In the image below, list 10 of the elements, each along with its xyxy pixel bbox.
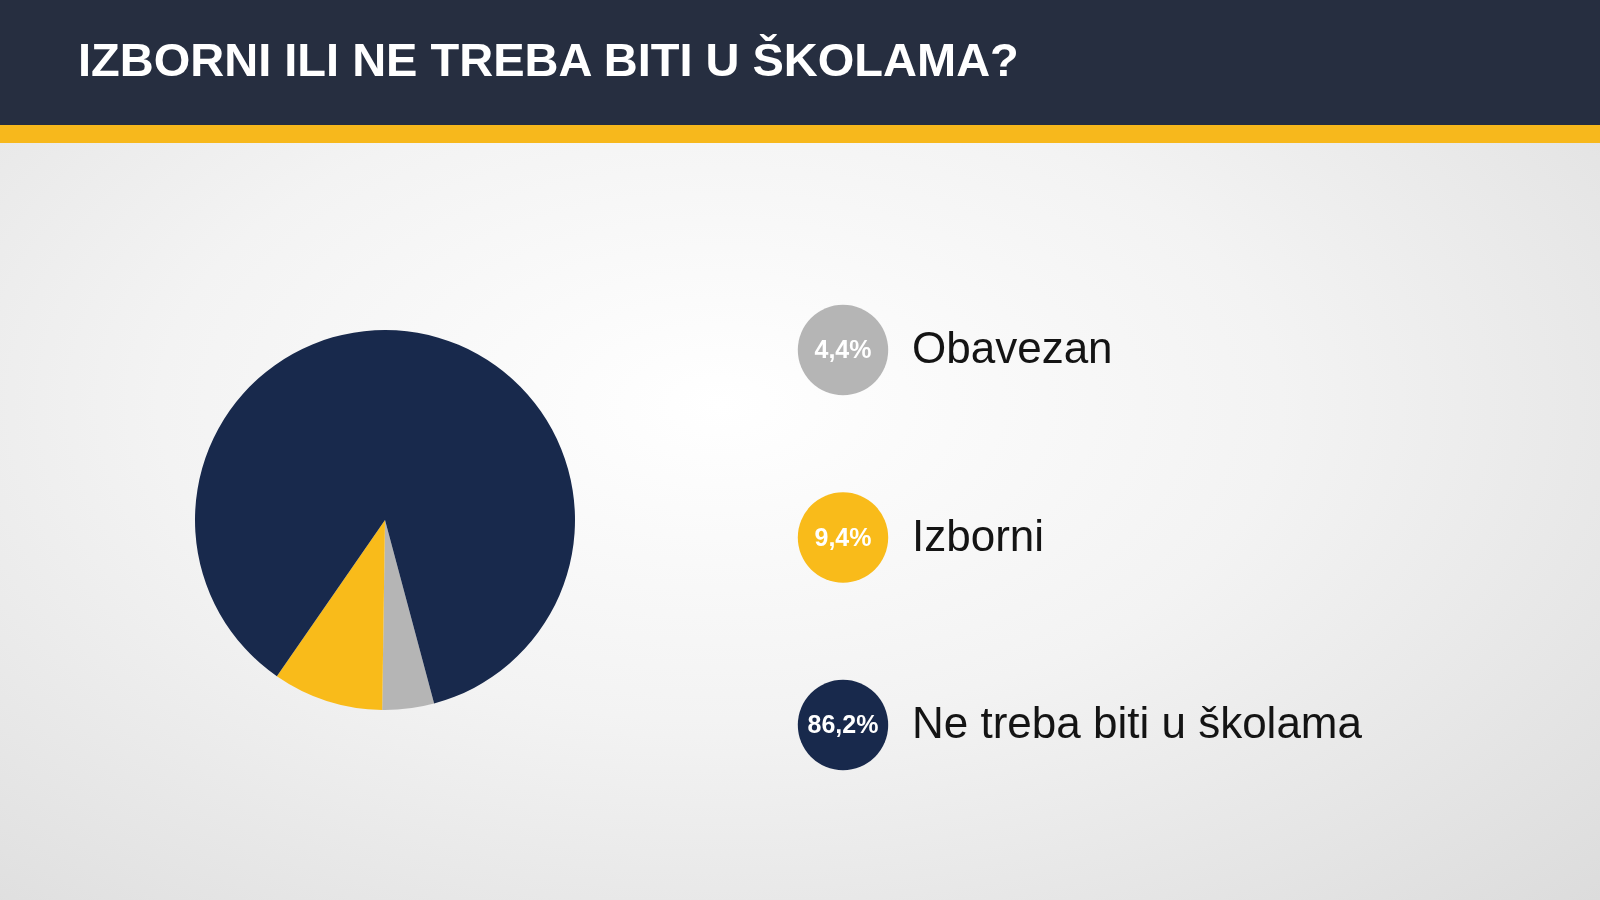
pie-slice bbox=[382, 520, 435, 710]
legend-label: Obavezan bbox=[912, 323, 1113, 372]
data-label: 4,4% bbox=[814, 335, 872, 363]
legend-label: Ne treba biti u školama bbox=[912, 698, 1363, 747]
pie-slice bbox=[195, 330, 575, 704]
legend-label: Izborni bbox=[912, 510, 1045, 560]
data-label: 9,4% bbox=[814, 522, 872, 551]
data-label: 86,2% bbox=[807, 710, 879, 738]
pie-slice bbox=[276, 520, 385, 710]
chart-title: IZBORNI ILI NE TREBA BITI U ŠKOLAMA? bbox=[78, 32, 1019, 88]
